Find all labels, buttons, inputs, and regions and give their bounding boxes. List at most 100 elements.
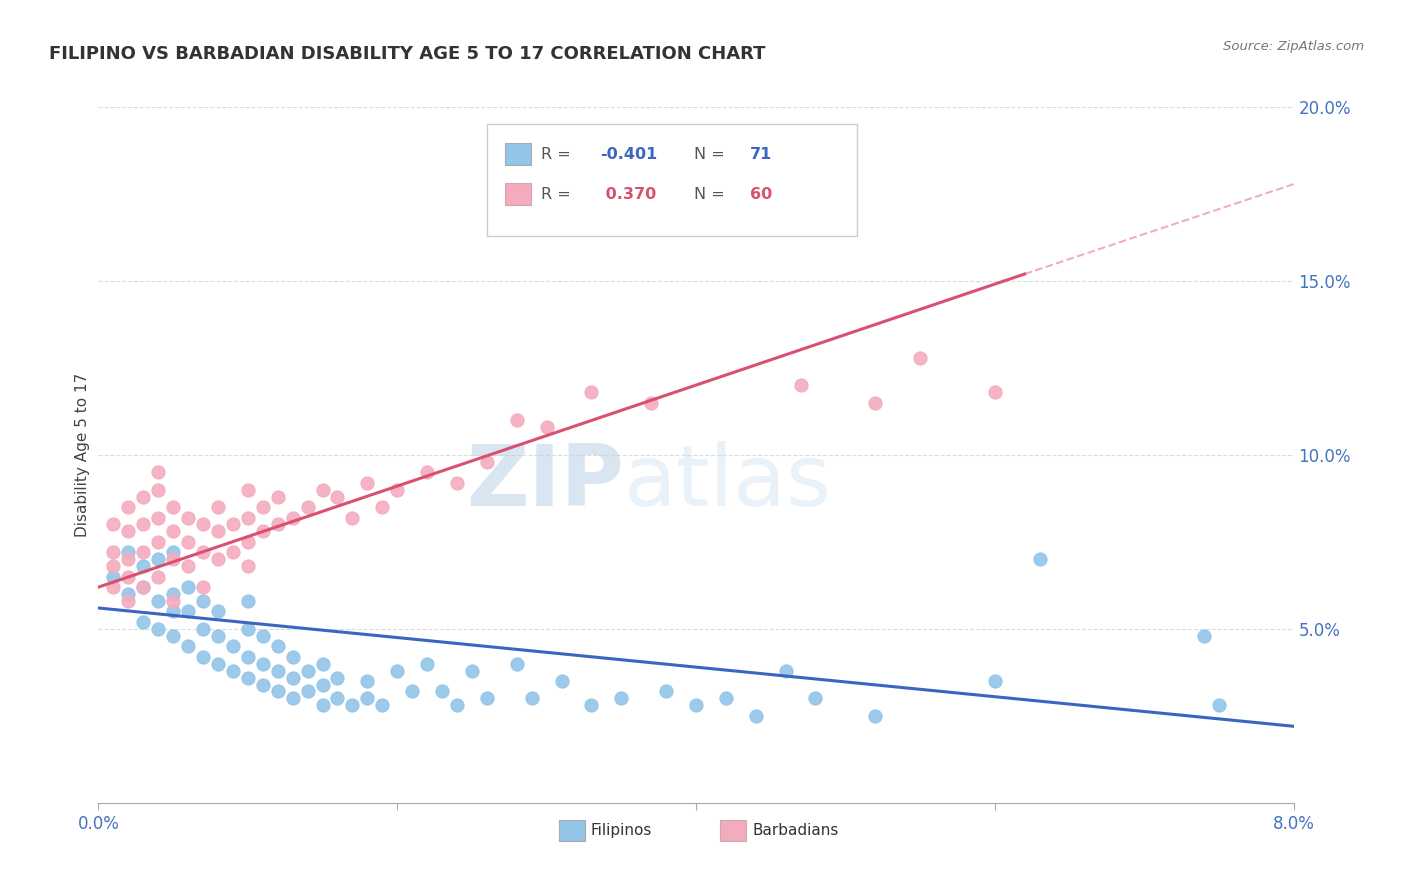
Bar [558,821,585,841]
Point [236,510,259,524]
Point [908,351,931,365]
Point [267,684,290,698]
Text: FILIPINO VS BARBADIAN DISABILITY AGE 5 TO 17 CORRELATION CHART: FILIPINO VS BARBADIAN DISABILITY AGE 5 T… [49,45,766,62]
Point [132,490,155,504]
Point [385,664,409,678]
Point [132,545,155,559]
Point [236,594,259,608]
Point [356,674,378,689]
Point [177,605,200,619]
Point [655,684,678,698]
Point [162,524,184,539]
Point [177,534,200,549]
Point [789,378,811,392]
Point [506,657,529,671]
Point [581,698,603,713]
Point [342,510,364,524]
Point [1208,698,1230,713]
Point [326,671,349,685]
Point [640,395,662,409]
Point [430,684,453,698]
Point [804,691,827,706]
Point [714,691,737,706]
Point [117,524,139,539]
Point [148,622,170,636]
Bar [505,144,531,166]
Text: 71: 71 [749,147,772,161]
Point [311,698,333,713]
Point [371,500,394,514]
Point [222,639,245,653]
Point [191,580,214,594]
Point [326,490,349,504]
Point [132,615,155,629]
Text: ZIP: ZIP [467,442,624,524]
Point [207,500,229,514]
Point [236,559,259,574]
Point [984,385,1007,400]
Point [252,657,274,671]
Point [267,664,290,678]
Point [311,677,333,691]
Point [506,413,529,427]
Point [775,664,797,678]
Point [281,510,304,524]
Point [252,500,274,514]
Point [236,483,259,497]
Point [267,490,290,504]
Point [281,671,304,685]
Point [191,649,214,664]
Point [236,622,259,636]
Point [148,483,170,497]
Point [177,559,200,574]
Point [162,545,184,559]
Point [132,559,155,574]
Text: Filipinos: Filipinos [591,823,652,838]
Bar [720,821,747,841]
Text: 0.370: 0.370 [600,186,657,202]
Point [475,455,498,469]
Point [162,594,184,608]
Point [371,698,394,713]
Text: -0.401: -0.401 [600,147,658,161]
Point [581,385,603,400]
Point [132,580,155,594]
Point [281,649,304,664]
Point [311,657,333,671]
Point [610,691,633,706]
Point [236,534,259,549]
Point [520,691,543,706]
Point [207,605,229,619]
Point [416,466,439,480]
Point [385,483,409,497]
Point [1192,629,1215,643]
Point [356,475,378,490]
Point [132,580,155,594]
Point [162,605,184,619]
Point [191,517,214,532]
Point [222,664,245,678]
Point [207,552,229,566]
Point [148,534,170,549]
Point [148,594,170,608]
Point [356,691,378,706]
Text: R =: R = [541,147,571,161]
Point [117,587,139,601]
Point [461,664,484,678]
Point [1028,552,1050,566]
Point [311,483,333,497]
Point [536,420,558,434]
Point [207,657,229,671]
Point [236,649,259,664]
Point [267,517,290,532]
Point [117,500,139,514]
Point [297,684,319,698]
Point [865,708,887,723]
Text: R =: R = [541,186,571,202]
Point [685,698,707,713]
Point [117,552,139,566]
Point [103,570,125,584]
Point [177,580,200,594]
Point [207,524,229,539]
Point [132,517,155,532]
